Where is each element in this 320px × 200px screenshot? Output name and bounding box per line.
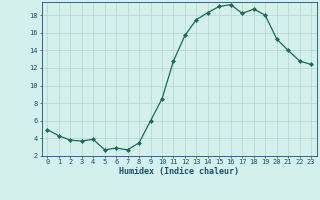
X-axis label: Humidex (Indice chaleur): Humidex (Indice chaleur) xyxy=(119,167,239,176)
